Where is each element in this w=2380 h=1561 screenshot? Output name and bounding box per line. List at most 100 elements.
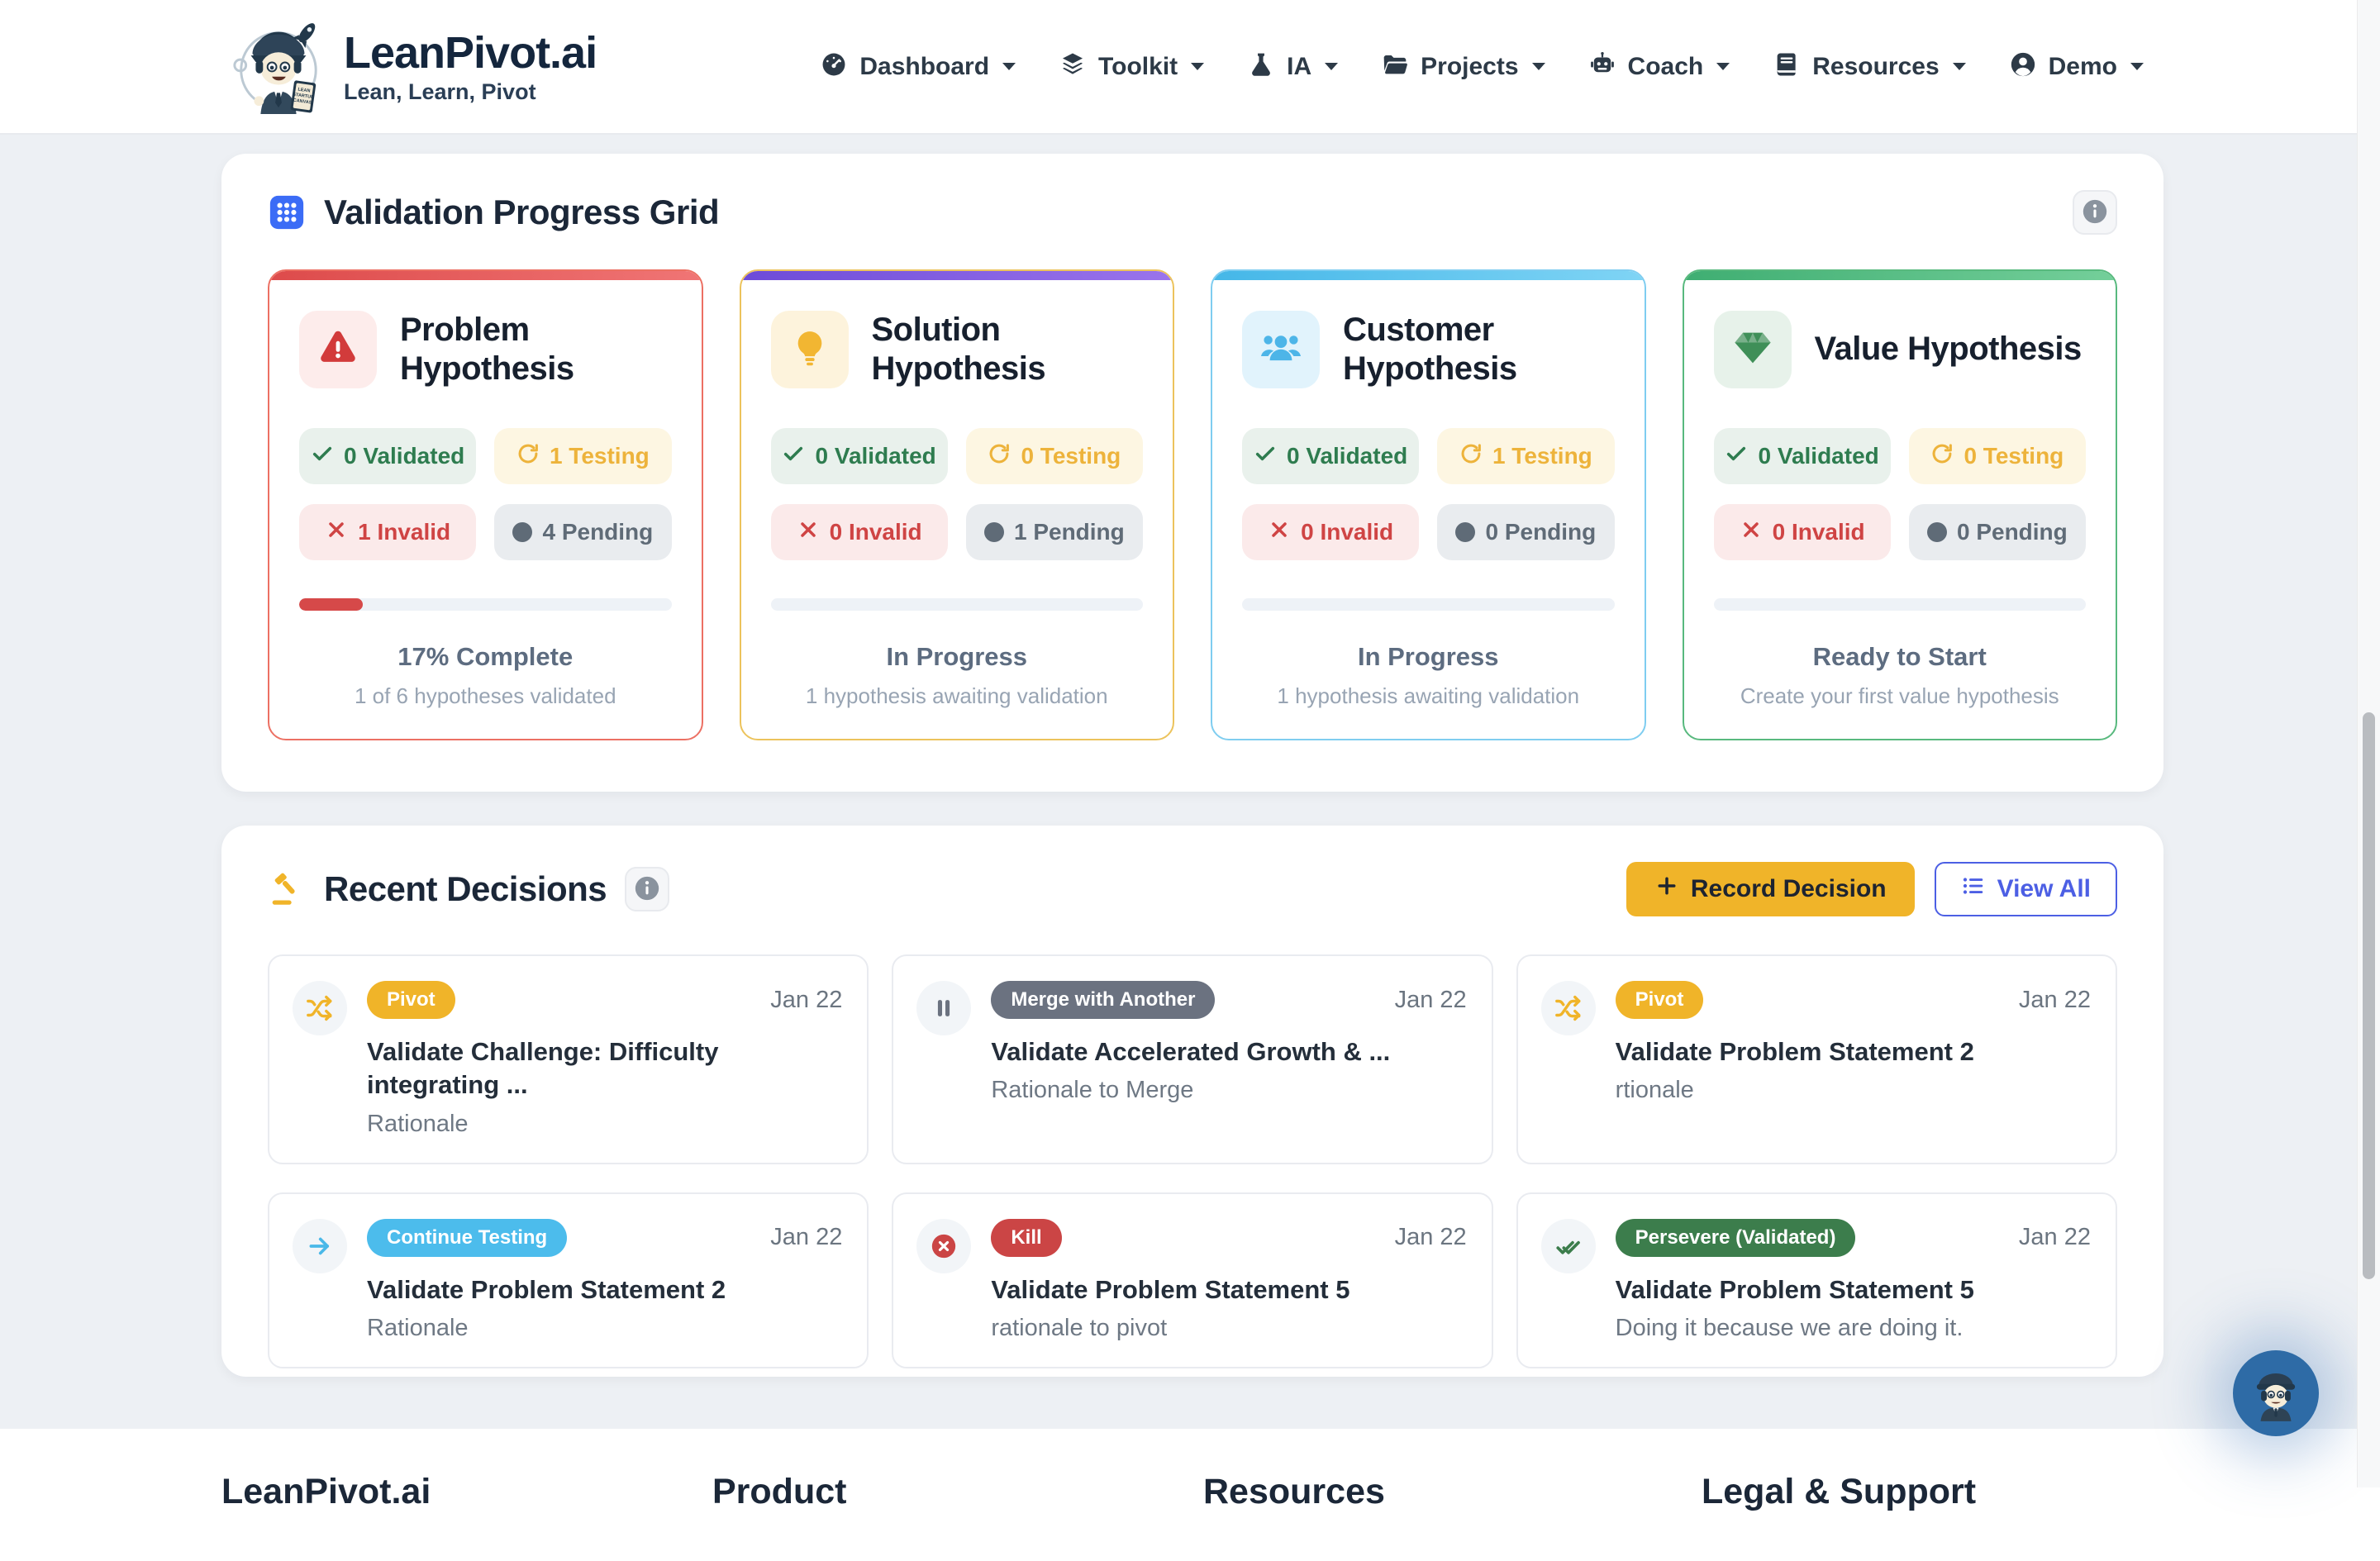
flask-icon [1247,50,1275,83]
decision-card[interactable]: Continue Testing Jan 22 Validate Problem… [268,1192,869,1368]
decision-title: Validate Challenge: Difficulty integrati… [367,1037,719,1100]
progress-bar [299,598,672,612]
chat-assistant-button[interactable] [2233,1350,2319,1436]
validated-badge: 0 Validated [770,428,948,485]
hypothesis-card-customer[interactable]: Customer Hypothesis 0 Validated 1 Testin… [1211,269,1646,741]
card-icon-tile [1242,311,1320,389]
pending-badge: 0 Pending [1908,504,2086,560]
hypothesis-card-problem[interactable]: Problem Hypothesis 0 Validated 1 Testing… [268,269,703,741]
refresh-icon [988,442,1011,471]
dot-icon [983,522,1004,543]
invalid-badge: 0 Invalid [1242,504,1420,561]
scrollbar-thumb[interactable] [2363,712,2375,1279]
chevron-down-icon [1325,63,1339,70]
decision-type-badge: Pivot [1615,981,1704,1019]
hypothesis-card-solution[interactable]: Solution Hypothesis 0 Validated 0 Testin… [739,269,1174,741]
decision-date: Jan 22 [2018,1224,2091,1251]
record-decision-button[interactable]: Record Decision [1626,862,1915,916]
chevron-down-icon [1716,63,1730,70]
rocket-icon [292,23,316,49]
hypothesis-card-value[interactable]: Value Hypothesis 0 Validated 0 Testing 0… [1682,269,2117,741]
refresh-icon [1459,442,1483,471]
decision-card[interactable]: Merge with Another Jan 22 Validate Accel… [892,954,1493,1164]
view-all-button[interactable]: View All [1934,862,2117,916]
pending-badge: 0 Pending [1437,504,1615,561]
hypothesis-grid: Problem Hypothesis 0 Validated 1 Testing… [268,269,2117,741]
shuffle-icon [293,981,347,1035]
decision-type-badge: Kill [991,1218,1062,1257]
testing-badge: 0 Testing [965,428,1143,485]
nav-item-dashboard[interactable]: Dashboard [820,50,1016,83]
scrollbar-track[interactable] [2357,0,2380,1487]
pause-icon [916,981,972,1035]
validation-progress-section: Validation Progress Grid Problem Hypothe… [221,154,2163,792]
decision-date: Jan 22 [1394,986,1467,1013]
check-icon [782,442,805,471]
card-substatus: 1 hypothesis awaiting validation [1277,683,1580,709]
decision-date: Jan 22 [2018,986,2091,1013]
decisions-grid: Pivot Jan 22 Validate Challenge: Difficu… [268,954,2117,1368]
decision-title: Validate Problem Statement 5 [991,1274,1350,1304]
list-icon [1961,873,1986,905]
users-icon [1259,326,1302,374]
lightbulb-icon [788,326,831,374]
hypothesis-card-title: Customer Hypothesis [1343,312,1517,388]
refresh-icon [1930,442,1954,471]
info-icon [2081,198,2109,228]
decision-card[interactable]: Pivot Jan 22 Validate Problem Statement … [1516,954,2117,1164]
dot-icon [512,522,533,543]
nav-item-ia[interactable]: IA [1247,50,1339,83]
card-status: In Progress [1357,642,1499,672]
book-icon [1773,50,1801,83]
dot-icon [1455,522,1476,543]
nav-item-coach[interactable]: Coach [1588,50,1730,83]
check-icon [311,442,334,471]
info-button[interactable] [625,867,670,911]
top-navbar: LEAN STARTUP CANVAS LeanPivot.ai Lean, L… [0,0,2380,135]
svg-text:LEAN: LEAN [298,88,311,94]
card-substatus: 1 of 6 hypotheses validated [354,683,616,709]
warning-triangle-icon [317,326,359,374]
recent-decisions-section: Recent Decisions Record Decision View Al… [221,826,2163,1377]
nav-item-toolkit[interactable]: Toolkit [1059,50,1205,83]
decision-title: Validate Problem Statement 5 [1615,1274,1974,1304]
pending-badge: 1 Pending [965,504,1143,561]
card-accent-strip [1683,271,2116,280]
main-nav: Dashboard Toolkit IA Projects [820,50,2144,83]
card-status: 17% Complete [397,642,574,672]
info-button[interactable] [2073,190,2117,235]
decision-type-badge: Pivot [367,981,455,1019]
mascot-avatar [2245,1361,2306,1426]
logo-mascot: LEAN STARTUP CANVAS [228,13,326,120]
svg-text:CANVAS: CANVAS [293,98,312,106]
x-icon [1268,518,1291,547]
testing-badge: 1 Testing [494,428,672,485]
invalid-badge: 0 Invalid [1713,504,1891,560]
brand-logo[interactable]: LEAN STARTUP CANVAS LeanPivot.ai Lean, L… [228,13,597,120]
decision-card[interactable]: Pivot Jan 22 Validate Challenge: Difficu… [268,954,869,1164]
x-icon [797,518,820,547]
nav-item-demo[interactable]: Demo [2009,50,2144,83]
footer-product-heading: Product [712,1472,847,1511]
testing-badge: 1 Testing [1437,428,1615,485]
card-icon-tile [299,311,377,389]
nav-item-resources[interactable]: Resources [1773,50,1966,83]
card-substatus: 1 hypothesis awaiting validation [805,683,1108,709]
folder-icon [1381,50,1409,83]
decision-date: Jan 22 [1394,1224,1467,1251]
validated-badge: 0 Validated [299,428,477,485]
chevron-down-icon [2130,63,2144,70]
user-icon [2009,50,2037,83]
testing-badge: 0 Testing [1908,428,2086,484]
gauge-icon [820,50,848,83]
decision-card[interactable]: Persevere (Validated) Jan 22 Validate Pr… [1516,1192,2117,1368]
decision-rationale: rationale to pivot [991,1314,1168,1341]
nav-item-projects[interactable]: Projects [1381,50,1545,83]
decision-card[interactable]: Kill Jan 22 Validate Problem Statement 5… [892,1192,1493,1368]
card-substatus: Create your first value hypothesis [1740,683,2059,708]
shuffle-icon [1540,981,1596,1035]
decision-type-badge: Persevere (Validated) [1615,1218,1856,1257]
gavel-icon [268,870,306,908]
decision-rationale: Doing it because we are doing it. [1615,1314,1963,1341]
double-check-icon [1540,1218,1596,1273]
